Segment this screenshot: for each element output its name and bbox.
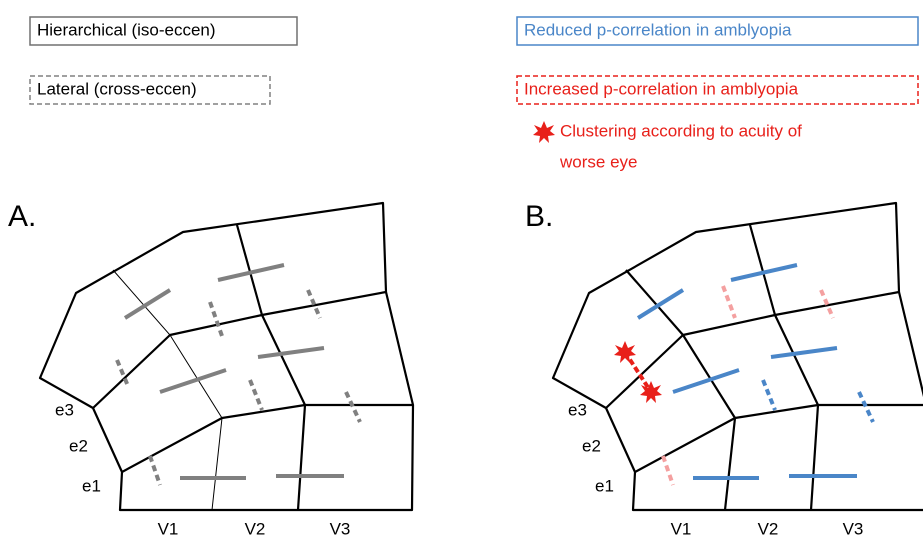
boundary xyxy=(605,290,900,409)
legend-text: Clustering according to acuity of xyxy=(560,121,802,140)
connections xyxy=(636,263,875,486)
boundary xyxy=(634,403,923,473)
legend-text: Lateral (cross-eccen) xyxy=(37,79,197,98)
area-label: V2 xyxy=(245,519,266,538)
panel-b: B. e3 e2 e1 xyxy=(525,200,923,538)
ecc-label: e3 xyxy=(55,400,74,419)
outline xyxy=(551,201,923,512)
area-label: V3 xyxy=(330,519,351,538)
legend-box xyxy=(29,16,298,46)
boundary xyxy=(625,269,737,511)
legend-text: Increased p-correlation in amblyopia xyxy=(524,79,799,98)
legend-box xyxy=(516,16,919,46)
legend-text: worse eye xyxy=(559,152,637,171)
star-icon xyxy=(533,121,555,143)
area-label: V2 xyxy=(758,519,779,538)
ecc-label: e2 xyxy=(69,436,88,455)
panel-label: A. xyxy=(8,200,36,233)
area-label: V1 xyxy=(671,519,692,538)
boundary xyxy=(112,269,223,511)
star-icon xyxy=(640,381,662,403)
panel-label: B. xyxy=(525,200,553,233)
outline xyxy=(38,201,415,512)
legend-box xyxy=(516,75,919,105)
connections xyxy=(115,263,362,486)
ecc-label: e1 xyxy=(82,476,101,495)
panel-a: A. e3 e2 e1 V1 V2 V3 xyxy=(8,200,415,538)
legend-box xyxy=(29,75,271,105)
star-icon xyxy=(614,341,636,363)
boundary xyxy=(235,224,307,511)
legend-text: Hierarchical (iso-eccen) xyxy=(37,20,216,39)
ecc-label: e2 xyxy=(582,436,601,455)
ecc-label: e1 xyxy=(595,476,614,495)
area-label: V3 xyxy=(843,519,864,538)
boundary xyxy=(748,224,820,511)
area-label: V1 xyxy=(158,519,179,538)
ecc-label: e3 xyxy=(568,400,587,419)
boundary xyxy=(121,403,413,473)
legend-text: Reduced p-correlation in amblyopia xyxy=(524,20,792,39)
cluster-link xyxy=(623,350,653,394)
